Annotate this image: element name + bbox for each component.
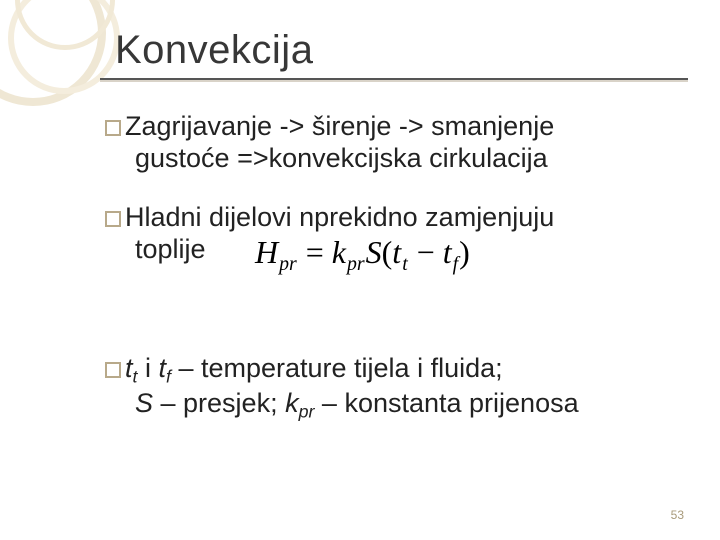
b3-mid1: i [137,353,158,383]
f-k-sub: pr [346,253,366,275]
f-H-sub: pr [278,253,298,275]
b3-k: k [285,388,299,418]
bullet-icon [105,211,121,227]
slide-body: Zagrijavanje -> širenje -> smanjenje gus… [105,110,680,449]
b3-rest: – temperature tijela i fluida; [171,353,503,383]
bullet-1-run1: Zagrijavanje [125,111,272,141]
bullet-1-line2: gustoće =>konvekcijska cirkulacija [105,142,680,174]
title-underline [100,78,688,80]
b3-tt: t [125,353,133,383]
page-number: 53 [671,508,684,522]
f-t2: t [443,234,452,270]
f-t1-sub: t [401,253,409,275]
bullet-3: tt i tf – temperature tijela i fluida; S… [105,352,680,423]
bullet-2-run1: Hladni [125,202,202,232]
b3-l2-mid: – presjek; [153,388,285,418]
b3-k-sub: pr [299,402,315,422]
b3-tf: t [158,353,166,383]
f-rp: ) [459,234,470,270]
bullet-1: Zagrijavanje -> širenje -> smanjenje gus… [105,110,680,175]
f-minus: − [409,234,443,270]
bullet-2-rest: dijelovi nprekidno zamjenjuju [202,202,555,232]
f-H: H [255,234,278,270]
formula: Hpr = kprS(tt − tf) [255,234,470,276]
f-k: k [332,234,346,270]
b3-l2-end: – konstanta prijenosa [314,388,578,418]
b3-S: S [135,388,153,418]
slide-title: Konvekcija [115,28,313,73]
title-underline-shadow [100,80,688,82]
f-eq: = [298,234,332,270]
f-t1: t [392,234,401,270]
bullet-3-line2: S – presjek; kpr – konstanta prijenosa [105,387,680,423]
bullet-icon [105,362,121,378]
f-S: S [366,234,382,270]
f-lp: ( [382,234,393,270]
bullet-1-rest: -> širenje -> smanjenje [272,111,554,141]
bullet-icon [105,120,121,136]
slide: Konvekcija Zagrijavanje -> širenje -> sm… [0,0,720,540]
